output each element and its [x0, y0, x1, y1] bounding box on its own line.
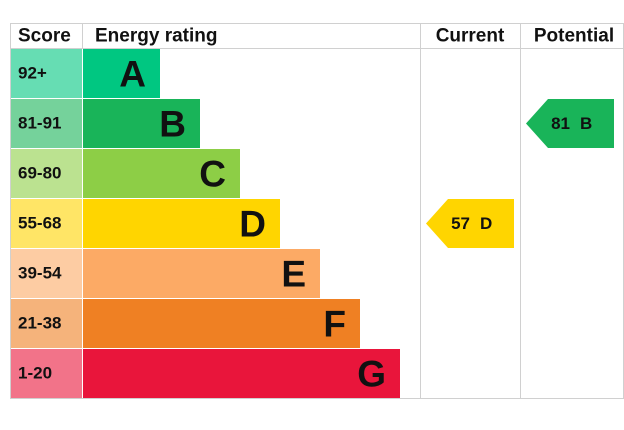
- rating-bar: [83, 49, 160, 98]
- score-cell: [11, 49, 82, 98]
- rating-letter: G: [357, 354, 386, 395]
- score-range: 39-54: [18, 264, 62, 283]
- score-range: 55-68: [18, 214, 61, 233]
- rating-letter: F: [323, 304, 346, 345]
- rating-bar: [83, 149, 240, 198]
- score-cell: [11, 99, 82, 148]
- potential-value: 81: [551, 114, 570, 133]
- current-value: 57: [451, 214, 470, 233]
- rating-bar: [83, 349, 400, 398]
- rating-bar: [83, 199, 280, 248]
- score-cell: [11, 299, 82, 348]
- rating-letter: D: [239, 204, 266, 245]
- rating-bar: [83, 99, 200, 148]
- score-cell: [11, 349, 82, 398]
- potential-header: Potential: [534, 26, 614, 47]
- current-arrow: [426, 199, 514, 248]
- score-range: 81-91: [18, 114, 61, 133]
- rating-letter: B: [159, 104, 186, 145]
- rating-letter: A: [119, 54, 146, 95]
- score-range: 92+: [18, 64, 47, 83]
- potential-band: B: [580, 114, 592, 133]
- potential-arrow: [526, 99, 614, 148]
- score-range: 21-38: [18, 314, 61, 333]
- current-band: D: [480, 214, 492, 233]
- score-header: Score: [18, 26, 71, 47]
- score-cell: [11, 149, 82, 198]
- rating-letter: E: [281, 254, 306, 295]
- rating-header: Energy rating: [95, 26, 217, 47]
- score-cell: [11, 249, 82, 298]
- current-header: Current: [436, 26, 505, 47]
- rating-bar: [83, 299, 360, 348]
- score-range: 69-80: [18, 164, 61, 183]
- rating-letter: C: [199, 154, 226, 195]
- score-range: 1-20: [18, 364, 52, 383]
- rating-bar: [83, 249, 320, 298]
- score-cell: [11, 199, 82, 248]
